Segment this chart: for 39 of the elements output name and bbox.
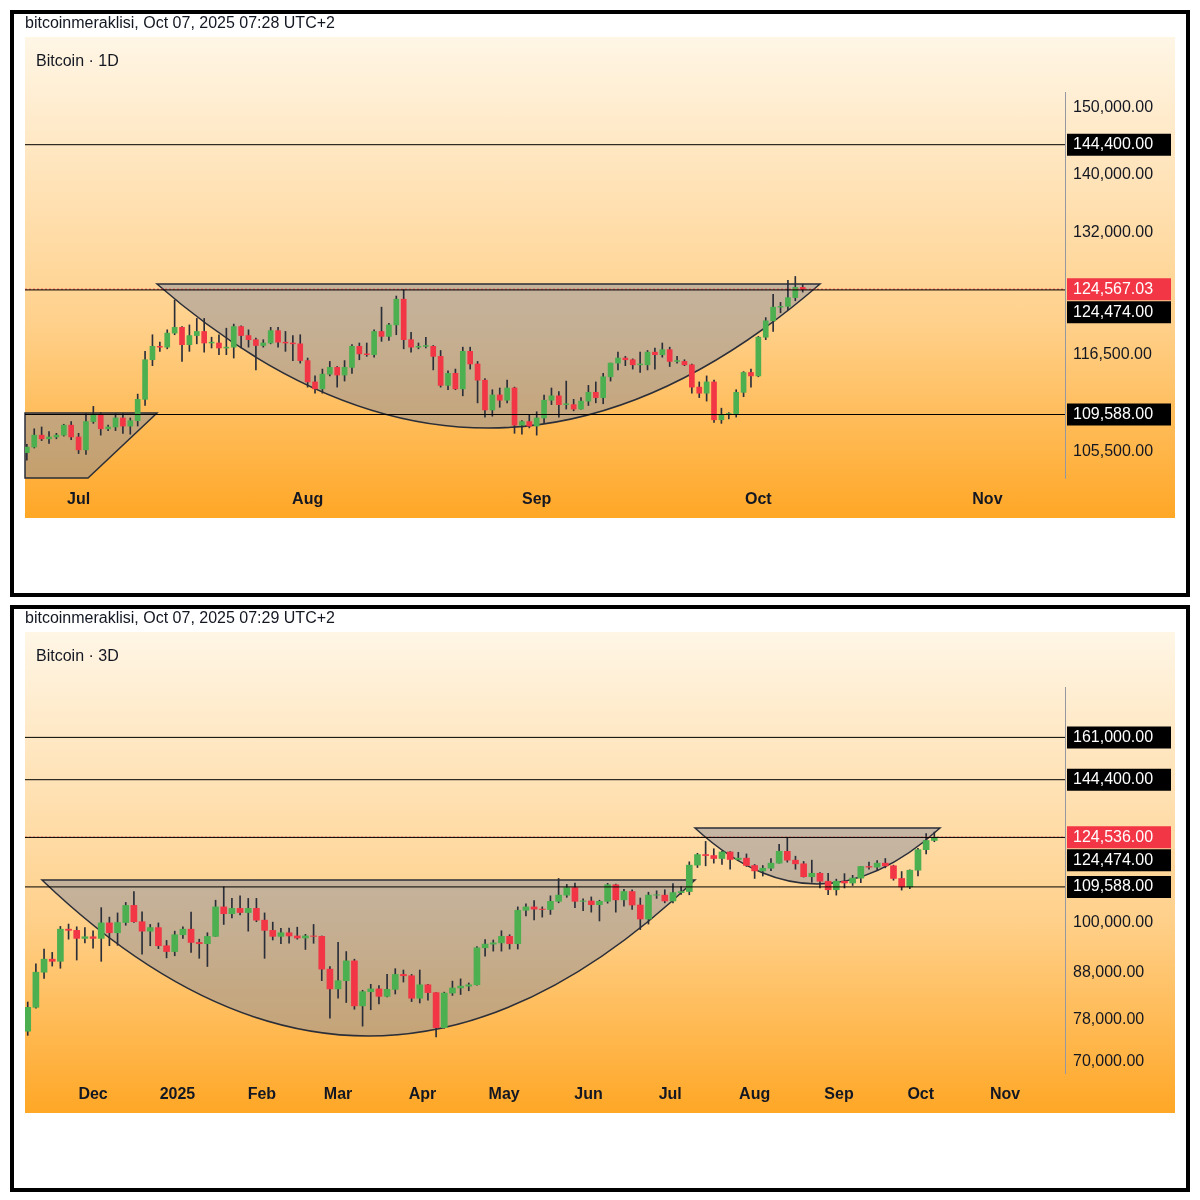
y-tick-label: 100,000.00	[1073, 912, 1154, 930]
x-tick-label: Jul	[67, 490, 91, 508]
ref-line-label: 144,400.00	[1073, 770, 1154, 788]
y-tick-label: 88,000.00	[1073, 962, 1145, 980]
ref-line-label: 124,567.03	[1073, 279, 1154, 297]
x-tick-label: Jun	[574, 1085, 603, 1103]
ref-line-label: 124,536.00	[1073, 827, 1154, 845]
chart-title: Bitcoin · 1D	[36, 52, 119, 70]
x-tick-label: 2025	[159, 1085, 196, 1103]
y-tick-label: 150,000.00	[1073, 97, 1154, 115]
y-tick-label: 105,500.00	[1073, 442, 1154, 460]
x-tick-label: Sep	[824, 1085, 854, 1103]
x-tick-label: Nov	[989, 1085, 1021, 1103]
x-tick-label: Feb	[247, 1085, 277, 1103]
x-tick-label: Oct	[745, 490, 773, 508]
x-tick-label: May	[488, 1085, 520, 1103]
ref-line-label: 124,474.00	[1073, 302, 1154, 320]
y-tick-label: 116,500.00	[1073, 345, 1152, 363]
x-tick-label: Sep	[522, 490, 552, 508]
x-tick-label: Aug	[739, 1085, 771, 1103]
text: bitcoinmeraklisi, Oct 07, 2025 07:29 UTC+2	[25, 609, 335, 627]
x-tick-label: Aug	[292, 490, 324, 508]
x-tick-label: Apr	[408, 1085, 437, 1103]
x-tick-label: Nov	[972, 490, 1003, 508]
x-tick-label: Oct	[907, 1085, 935, 1103]
ref-line-label: 124,474.00	[1073, 850, 1154, 868]
ref-line-label: 109,588.00	[1073, 877, 1154, 895]
x-tick-label: Mar	[323, 1085, 353, 1103]
y-tick-label: 132,000.00	[1073, 222, 1154, 240]
ref-line-label: 109,588.00	[1073, 404, 1154, 422]
y-tick-label: 140,000.00	[1073, 165, 1154, 183]
chart-title: Bitcoin · 3D	[36, 647, 119, 665]
ref-line-label: 144,400.00	[1073, 135, 1154, 153]
text: bitcoinmeraklisi, Oct 07, 2025 07:28 UTC+2	[25, 14, 335, 32]
y-tick-label: 70,000.00	[1073, 1051, 1145, 1069]
y-tick-label: 78,000.00	[1073, 1009, 1145, 1027]
x-tick-label: Jul	[658, 1085, 682, 1103]
ref-line-label: 161,000.00	[1073, 727, 1154, 745]
x-tick-label: Dec	[78, 1085, 108, 1103]
